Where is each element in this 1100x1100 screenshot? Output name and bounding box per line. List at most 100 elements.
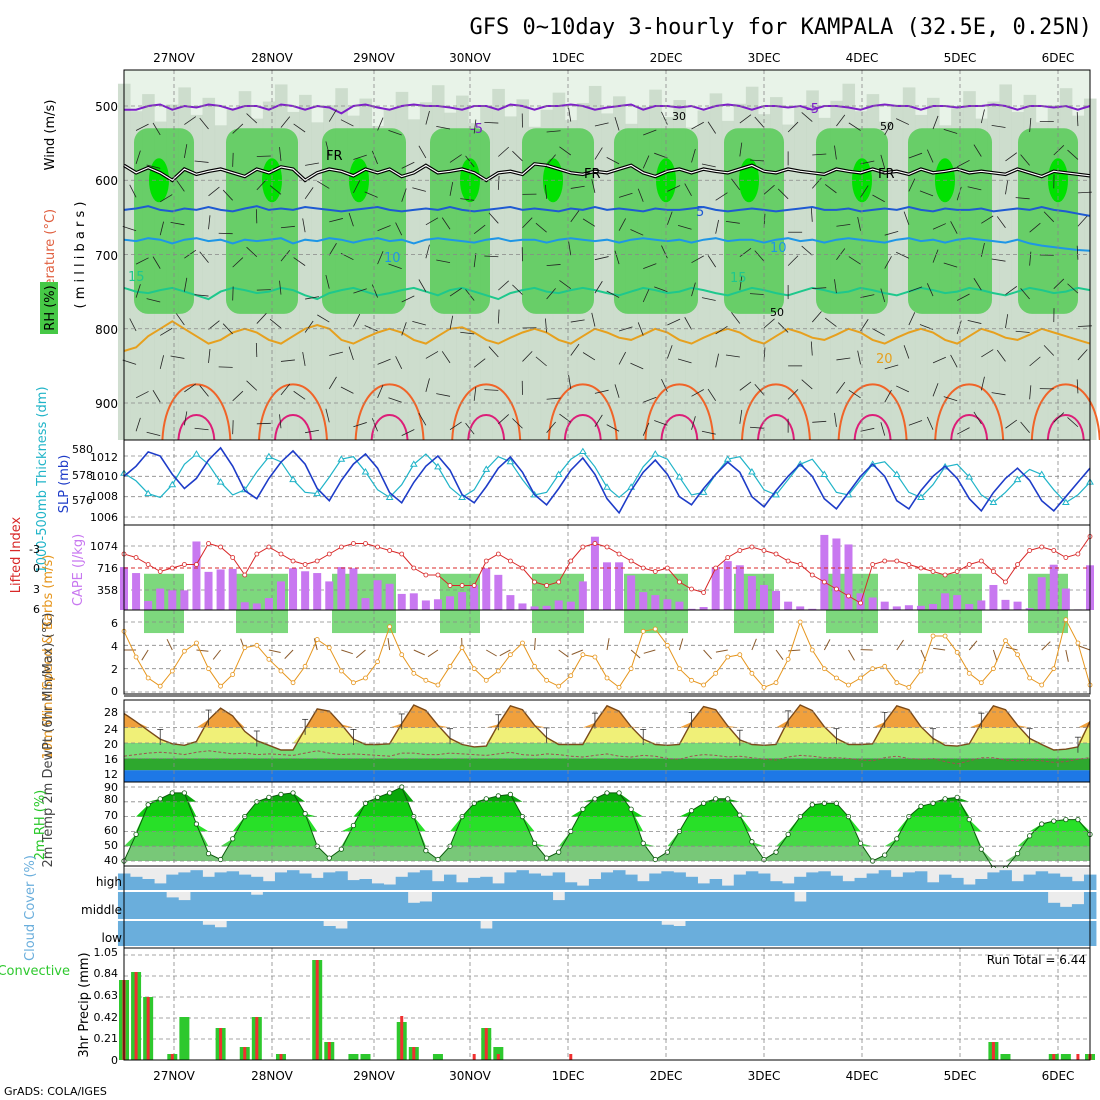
wind10m-speed-point [133,654,139,660]
cape-bar [385,583,394,610]
wind-barb [1005,152,1018,162]
rh2m-point [604,790,610,796]
contour-label-m5: -5 [806,102,819,117]
wind10m-labels: 6 4 2 0 10m Wind Speed & Barbs (m/s) [41,555,118,760]
lifted-index-point [966,562,972,567]
cloud-cover-bar [371,892,385,919]
rh-tick: 70 [104,809,118,822]
precip-convective-bar [1052,1054,1056,1060]
lifted-index-point [991,569,996,574]
wind-barb [146,164,161,169]
lifted-index-point [169,565,175,571]
bottom-date-label: 2DEC [650,1069,683,1083]
wind-barb [449,421,462,431]
wind-barb [208,320,220,330]
cape-bar [168,590,177,610]
wind-barb [176,179,185,192]
wind-barb [594,281,603,294]
cloud-cover-bar [854,921,868,946]
bottom-date-label: 6DEC [1042,1069,1075,1083]
wind-barb [857,350,861,365]
cloud-cover-bar [419,901,433,919]
wind-barb [1076,379,1079,394]
cloud-cover-bar [299,892,312,919]
wind-barb [1029,385,1032,400]
cloud-cover-bar [757,892,771,919]
wind-barb [246,113,258,124]
cape-bar [723,561,732,610]
wind-barb [1053,412,1065,423]
cloud-cover-bar [226,871,240,890]
wind-barb [926,283,934,297]
wind10m-barb [678,638,684,651]
thickness-marker [917,493,925,500]
cape-bar [349,568,358,610]
wind-barb [812,153,827,156]
wind-barb [594,389,609,394]
rh-mid-band [407,119,421,441]
wind-barb [903,211,910,225]
wind-barb [152,256,161,269]
wind10m-speed-point [652,626,658,632]
temp-30-contour [950,414,989,441]
temp-25-contour [1030,383,1100,441]
wind-barb [908,178,916,192]
wind10m-speed-point [218,683,224,689]
lifted-index-point [749,544,755,550]
cloud-cover-bar [166,897,179,919]
wind-barb [996,216,1006,229]
lifted-index-point [290,558,296,564]
lifted-index-point [737,548,743,553]
wind-barb [199,385,209,397]
thickness-marker [651,450,660,457]
wind-barb [594,147,603,160]
temp-tick: 12 [104,768,118,781]
rh-moist-column [522,128,594,314]
cloud-cover-bar [794,901,807,919]
wind10m-speed-point [713,670,719,676]
wind-barb [498,414,509,425]
rh2m-point [749,839,755,845]
cloud-cover-bar [407,872,421,890]
cloud-cover-bar [987,892,1000,919]
wind10m-speed-point [157,683,163,689]
wind-barb [279,414,282,429]
rh2m-point [592,796,598,802]
lifted-index-point [592,541,598,546]
cloud-cover-bar [842,892,855,919]
cloud-cover-bar [299,921,312,946]
wind10m-speed-point [991,666,996,672]
rh2m-point [423,848,429,854]
wind-barb [763,318,775,329]
lifted-index-point [242,572,248,578]
wind10m-barb [427,649,439,658]
rh-moist-column [322,128,406,314]
lifted-index-point [1039,544,1045,550]
precip-tick: 0.63 [94,989,119,1002]
wind-barb [348,212,354,227]
rh-axis-label: RH (%) [43,285,58,330]
cloud-cover-bar [492,883,505,890]
lifted-index-point [471,583,477,588]
lifted-index-point [1015,562,1020,567]
thickness-marker [772,490,780,498]
rh-moist-column [1018,128,1078,314]
cloud-cover-bar [999,921,1012,946]
pressure-tick: 600 [95,174,118,188]
lifted-index-point [930,569,936,574]
cape-bar [228,568,237,610]
wind-barb [739,381,752,391]
rh2m-point [785,831,791,837]
wind10m-speed-point [737,652,743,658]
cape-bar [663,599,672,610]
wind-barb [279,146,282,161]
cloud-cover-bar [540,892,554,919]
cloud-cover-bar [878,892,892,919]
temp-tick: 24 [104,723,118,736]
wind-barb [304,320,314,333]
wind-barb [146,431,161,437]
wind-barb [170,355,185,359]
wind-barb [880,422,886,436]
wind-barb [293,257,306,266]
lifted-index-point [544,583,550,588]
